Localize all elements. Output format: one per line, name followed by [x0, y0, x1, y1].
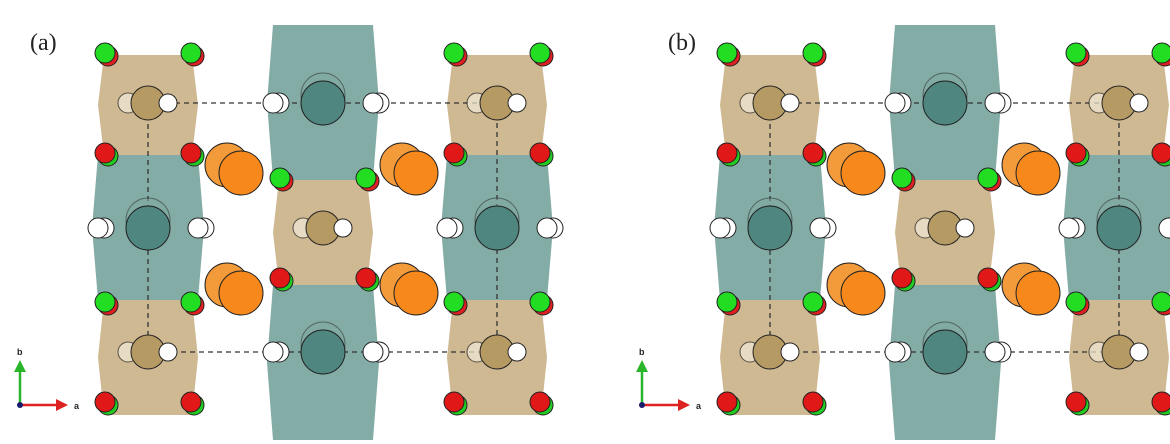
atom	[802, 142, 824, 164]
atom	[840, 270, 886, 316]
atom	[802, 291, 824, 313]
atom	[1058, 217, 1080, 239]
atom	[922, 80, 968, 126]
atom	[474, 205, 520, 251]
atom	[443, 391, 465, 413]
atom	[1065, 42, 1087, 64]
atom	[180, 391, 202, 413]
atom	[507, 342, 527, 362]
atom	[443, 142, 465, 164]
atom	[393, 270, 439, 316]
atom	[716, 42, 738, 64]
atom	[529, 42, 551, 64]
atom	[1158, 217, 1170, 239]
atom	[180, 42, 202, 64]
atom	[1129, 93, 1149, 113]
atom	[300, 80, 346, 126]
atom	[747, 205, 793, 251]
atom	[443, 291, 465, 313]
atom	[977, 167, 999, 189]
atom	[529, 142, 551, 164]
atom	[977, 267, 999, 289]
atom	[809, 217, 831, 239]
atom	[355, 267, 377, 289]
atom	[529, 391, 551, 413]
axis-arrow	[636, 360, 648, 372]
atom	[187, 217, 209, 239]
axis-arrow	[56, 399, 68, 411]
atom	[709, 217, 731, 239]
atom	[158, 93, 178, 113]
atom	[218, 150, 264, 196]
atom	[1065, 142, 1087, 164]
atom	[87, 217, 109, 239]
atom	[1151, 142, 1170, 164]
atom	[716, 142, 738, 164]
atom	[180, 142, 202, 164]
atom	[536, 217, 558, 239]
atom	[393, 150, 439, 196]
atom	[840, 150, 886, 196]
atom	[94, 391, 116, 413]
atom	[300, 329, 346, 375]
atom	[262, 92, 284, 114]
atom	[1015, 270, 1061, 316]
atom	[507, 93, 527, 113]
axis-label: a	[74, 401, 80, 411]
axis-origin	[17, 402, 23, 408]
atom	[333, 218, 353, 238]
atom	[94, 142, 116, 164]
atom	[891, 267, 913, 289]
atom	[802, 391, 824, 413]
atom	[1065, 291, 1087, 313]
atom	[529, 291, 551, 313]
axis-label: b	[17, 347, 23, 357]
atom	[884, 341, 906, 363]
atom	[1015, 150, 1061, 196]
atom	[180, 291, 202, 313]
atom	[1151, 291, 1170, 313]
atom	[922, 329, 968, 375]
atom	[955, 218, 975, 238]
panel-label: (a)	[30, 30, 57, 56]
atom	[125, 205, 171, 251]
atom	[443, 42, 465, 64]
panel: b a (b)	[636, 25, 1170, 440]
panel: b a (a)	[14, 25, 564, 440]
atom	[362, 92, 384, 114]
atom	[1129, 342, 1149, 362]
atom	[984, 92, 1006, 114]
atom	[158, 342, 178, 362]
axis-label: b	[639, 347, 645, 357]
atom	[1096, 205, 1142, 251]
axis-arrow	[678, 399, 690, 411]
atom	[891, 167, 913, 189]
atom	[94, 291, 116, 313]
atom	[355, 167, 377, 189]
atom	[716, 391, 738, 413]
atom	[218, 270, 264, 316]
axis-origin	[639, 402, 645, 408]
atom	[1151, 42, 1170, 64]
panel-label: (b)	[668, 30, 696, 56]
atom	[780, 342, 800, 362]
axis-label: a	[696, 401, 702, 411]
atom	[802, 42, 824, 64]
atom	[1151, 391, 1170, 413]
axis-arrow	[14, 360, 26, 372]
atom	[269, 267, 291, 289]
atom	[984, 341, 1006, 363]
atom	[716, 291, 738, 313]
atom	[884, 92, 906, 114]
atom	[94, 42, 116, 64]
atom	[780, 93, 800, 113]
atom	[262, 341, 284, 363]
atom	[362, 341, 384, 363]
atom	[1065, 391, 1087, 413]
atom	[269, 167, 291, 189]
atom	[436, 217, 458, 239]
